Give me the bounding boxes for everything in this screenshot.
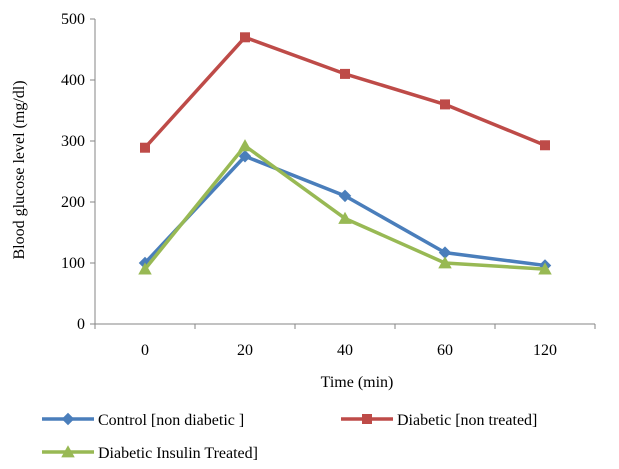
data-point <box>538 262 552 275</box>
y-tick-label: 500 <box>61 11 85 28</box>
series-3 <box>138 139 552 275</box>
series-line <box>143 35 546 149</box>
y-tick-label: 400 <box>61 72 85 89</box>
legend-marker <box>61 412 75 426</box>
data-point <box>340 68 350 79</box>
legend-item: Diabetic [non treated] <box>341 412 537 429</box>
legend-label: Diabetic Insulin Treated] <box>98 445 258 462</box>
x-tick-label: 60 <box>437 342 453 359</box>
data-point <box>338 211 352 224</box>
data-point <box>438 246 452 259</box>
y-axis-title: Blood glucose level (mg/dl) <box>11 80 28 259</box>
y-tick-label: 100 <box>61 255 85 272</box>
x-tick-label: 40 <box>337 342 353 359</box>
data-point <box>138 262 152 275</box>
legend-label: Control [non diabetic ] <box>98 412 244 429</box>
legend-label: Diabetic [non treated] <box>397 412 537 429</box>
data-point <box>238 139 252 152</box>
axes: 0 100 200 300 400 500 0 20 40 60 120 <box>61 11 596 359</box>
legend-marker <box>61 445 75 458</box>
legend: Control [non diabetic ] Diabetic [non tre… <box>42 412 537 462</box>
data-point <box>540 140 550 151</box>
series-2 <box>140 32 550 153</box>
y-tick-label: 300 <box>61 133 85 150</box>
data-point <box>440 99 450 110</box>
legend-item: Diabetic Insulin Treated] <box>42 445 258 462</box>
legend-item: Control [non diabetic ] <box>42 412 244 429</box>
series-line <box>143 144 546 271</box>
series-line <box>143 154 546 268</box>
data-point <box>338 189 352 203</box>
data-point <box>240 32 250 43</box>
y-tick-label: 200 <box>61 194 85 211</box>
data-point <box>238 150 252 163</box>
data-point <box>140 142 150 153</box>
x-tick-label: 0 <box>141 342 149 359</box>
x-tick-label: 120 <box>533 342 557 359</box>
x-axis-title: Time (min) <box>321 374 394 391</box>
x-tick-label: 20 <box>237 342 253 359</box>
series-1 <box>138 150 552 272</box>
y-tick-label: 0 <box>77 316 85 333</box>
series-layer <box>138 32 552 275</box>
data-point <box>438 256 452 269</box>
legend-marker <box>362 414 372 424</box>
